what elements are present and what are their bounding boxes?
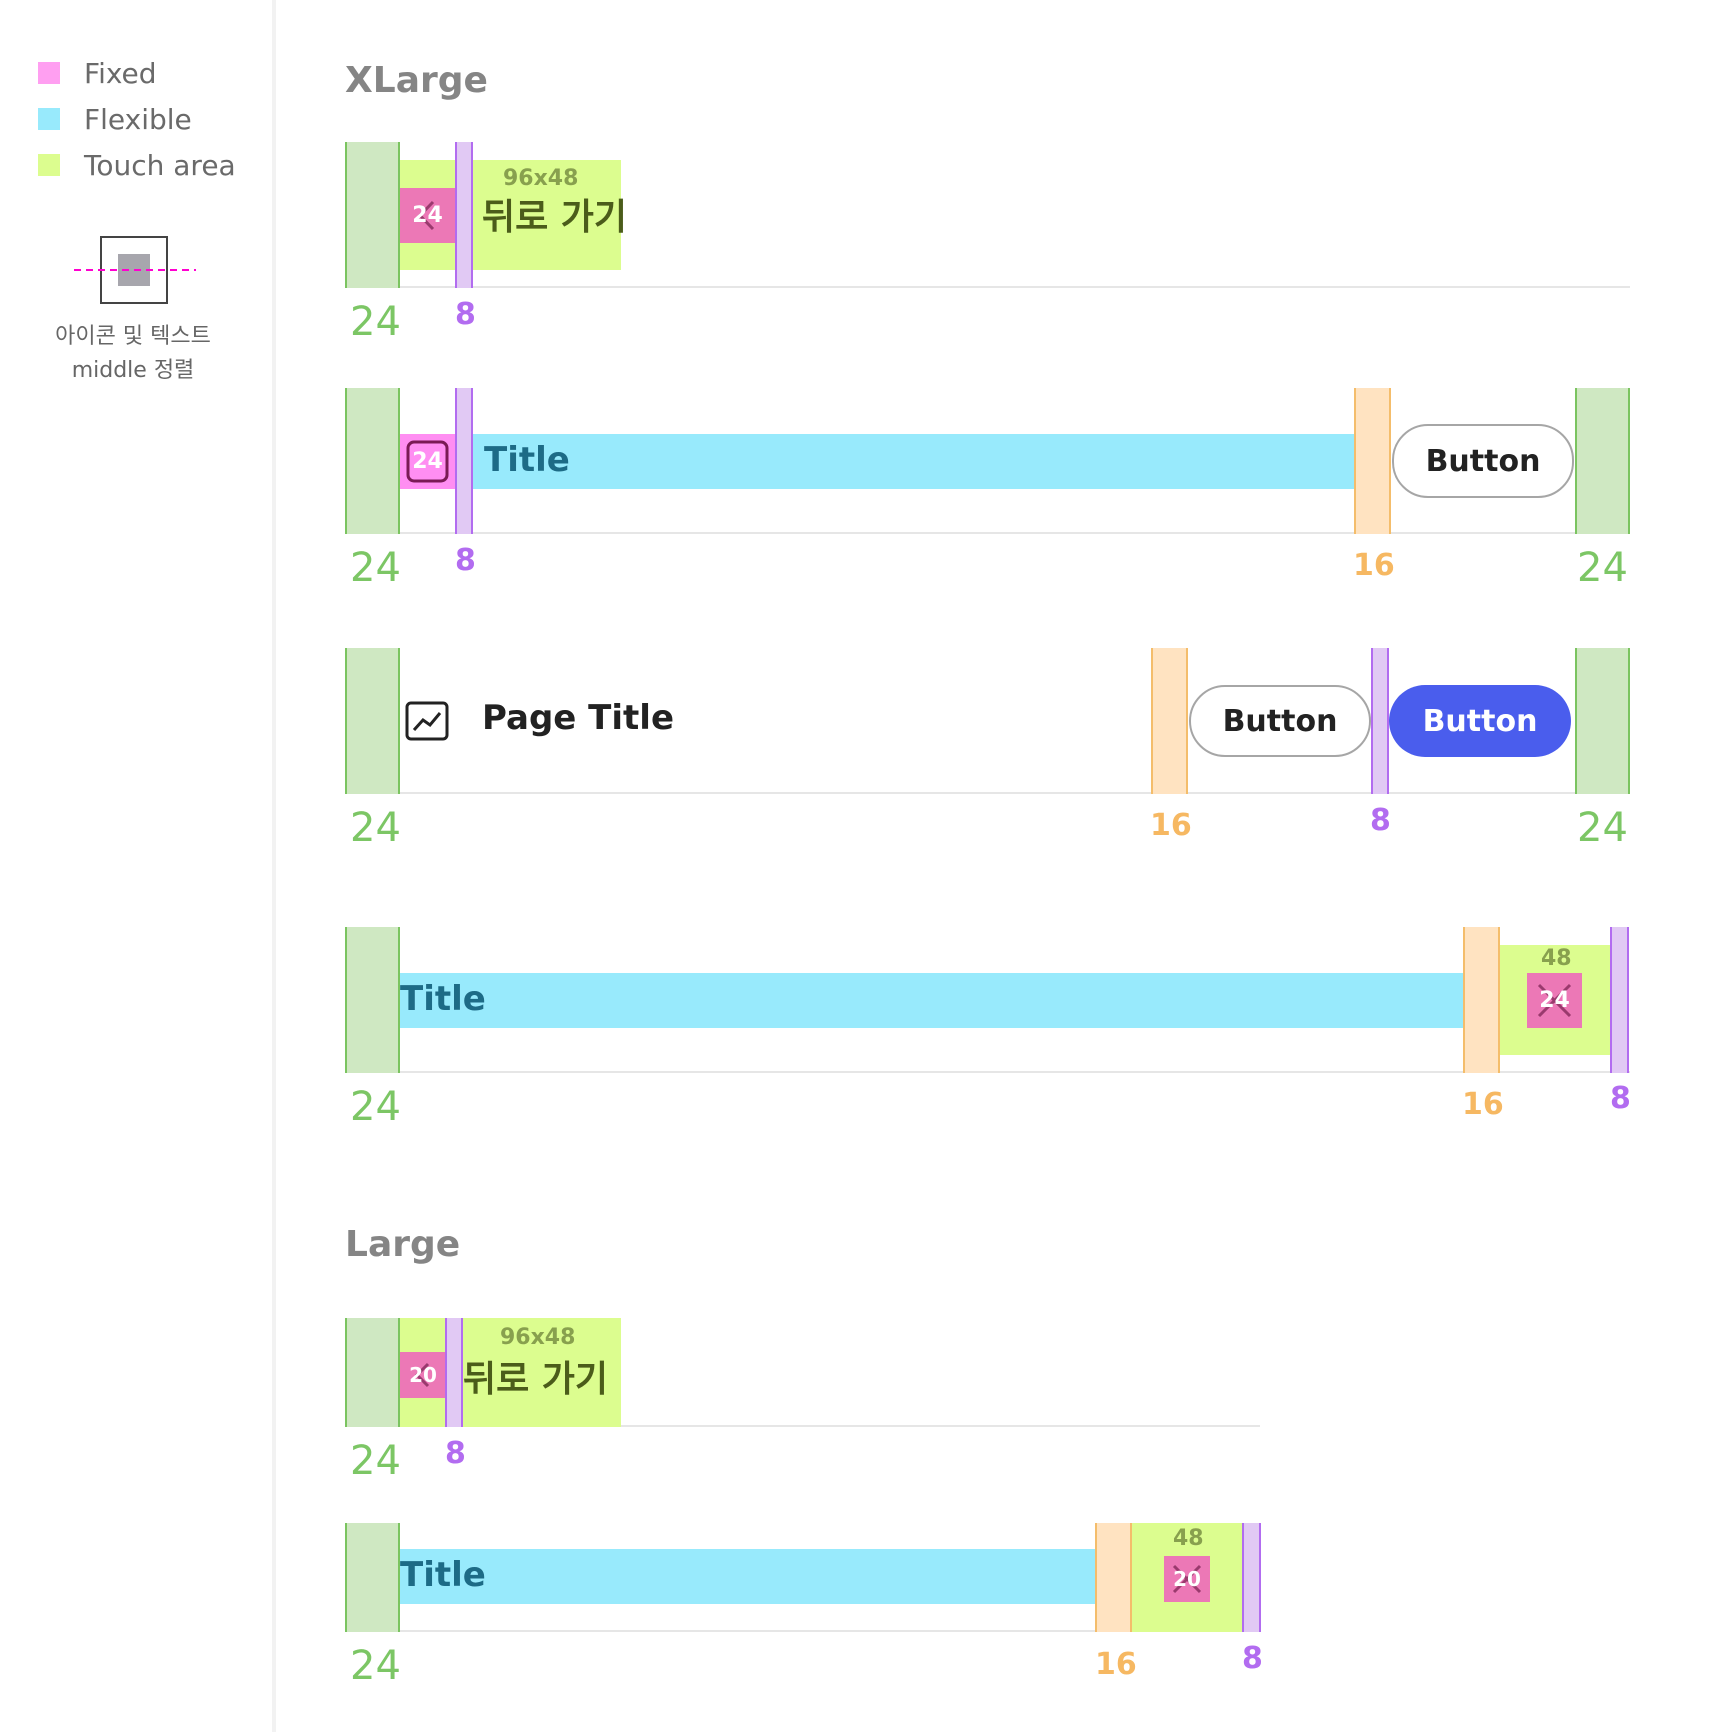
title-text: Title xyxy=(400,979,486,1019)
section-title-large: Large xyxy=(345,1224,461,1265)
gap-icon-label xyxy=(455,142,473,288)
icon-size-label: 24 xyxy=(412,203,443,228)
baseline xyxy=(345,1071,1630,1073)
measure-gap: 8 xyxy=(455,543,476,578)
touch-size-label: 96x48 xyxy=(500,1325,576,1350)
middle-align-icon xyxy=(74,236,196,304)
title-text: Title xyxy=(400,1555,486,1595)
padding-left xyxy=(345,1318,400,1427)
baseline xyxy=(345,532,1630,534)
measure-padding-right: 24 xyxy=(1577,805,1628,851)
icon-size-label: 24 xyxy=(412,449,443,474)
image-icon: 24 xyxy=(400,434,455,489)
legend-label-fixed: Fixed xyxy=(84,57,157,90)
close-icon: 20 xyxy=(1164,1556,1210,1602)
measure-padding-left: 24 xyxy=(350,805,401,851)
button-primary[interactable]: Button xyxy=(1389,685,1571,757)
padding-left xyxy=(345,388,400,534)
legend-swatch-flexible xyxy=(38,108,60,130)
section-title-xlarge: XLarge xyxy=(345,60,488,101)
back-label: 뒤로 가기 xyxy=(463,1359,609,1400)
align-note-line1: 아이콘 및 텍스트 xyxy=(55,324,211,349)
measure-padding-left: 24 xyxy=(350,299,401,345)
padding-right xyxy=(1242,1523,1261,1632)
measure-padding-left: 24 xyxy=(350,545,401,591)
button-outline[interactable]: Button xyxy=(1189,685,1371,757)
baseline xyxy=(345,792,1630,794)
baseline xyxy=(345,1630,1260,1632)
legend-label-touch-area: Touch area xyxy=(84,149,236,182)
title-flexible-area xyxy=(473,434,1354,489)
padding-right xyxy=(1575,648,1630,794)
measure-gap-between: 8 xyxy=(1370,803,1391,838)
back-arrow-icon: 24 xyxy=(400,188,455,243)
gap-title-buttons xyxy=(1151,648,1188,794)
measure-padding-left: 24 xyxy=(350,1084,401,1130)
padding-left xyxy=(345,648,400,794)
measure-gap-button: 16 xyxy=(1353,548,1395,583)
measure-padding-right: 8 xyxy=(1610,1081,1631,1116)
gap-icon-title xyxy=(455,388,473,534)
title-text: Title xyxy=(484,440,570,480)
legend-label-flexible: Flexible xyxy=(84,103,192,136)
title-flexible-area xyxy=(400,973,1463,1028)
touch-size-label: 48 xyxy=(1173,1526,1204,1551)
title-flexible-area xyxy=(400,1549,1095,1604)
back-label: 뒤로 가기 xyxy=(482,197,628,238)
padding-left xyxy=(345,142,400,288)
measure-padding-right: 8 xyxy=(1242,1641,1263,1676)
padding-right xyxy=(1575,388,1630,534)
padding-left xyxy=(345,927,400,1073)
baseline xyxy=(345,1425,1260,1427)
close-icon: 24 xyxy=(1527,973,1582,1028)
measure-gap-buttons: 16 xyxy=(1150,808,1192,843)
measure-padding-left: 24 xyxy=(350,1438,401,1484)
measure-gap: 16 xyxy=(1095,1647,1137,1682)
icon-size-label: 24 xyxy=(1539,988,1570,1013)
padding-left xyxy=(345,1523,400,1632)
measure-gap: 16 xyxy=(1462,1087,1504,1122)
button-outline[interactable]: Button xyxy=(1392,424,1574,498)
page-title: Page Title xyxy=(482,698,674,738)
sidebar-divider xyxy=(272,0,276,1732)
touch-size-label: 48 xyxy=(1541,946,1572,971)
baseline xyxy=(345,286,1630,288)
gap-icon-label xyxy=(445,1318,463,1427)
gap-between-buttons xyxy=(1371,648,1389,794)
align-note-line2: middle 정렬 xyxy=(71,358,195,383)
icon-size-label: 20 xyxy=(409,1363,437,1387)
touch-size-label: 96x48 xyxy=(503,166,579,191)
chart-icon xyxy=(405,701,449,741)
measure-padding-left: 24 xyxy=(350,1643,401,1689)
icon-size-label: 20 xyxy=(1173,1567,1201,1591)
gap-title-button xyxy=(1354,388,1391,534)
gap-title-icon xyxy=(1095,1523,1132,1632)
measure-padding-right: 24 xyxy=(1577,545,1628,591)
measure-gap: 8 xyxy=(455,297,476,332)
measure-gap: 8 xyxy=(445,1436,466,1471)
legend-swatch-touch-area xyxy=(38,154,60,176)
legend-swatch-fixed xyxy=(38,62,60,84)
gap-title-icon xyxy=(1463,927,1500,1073)
back-arrow-icon: 20 xyxy=(400,1352,446,1398)
padding-right xyxy=(1610,927,1629,1073)
